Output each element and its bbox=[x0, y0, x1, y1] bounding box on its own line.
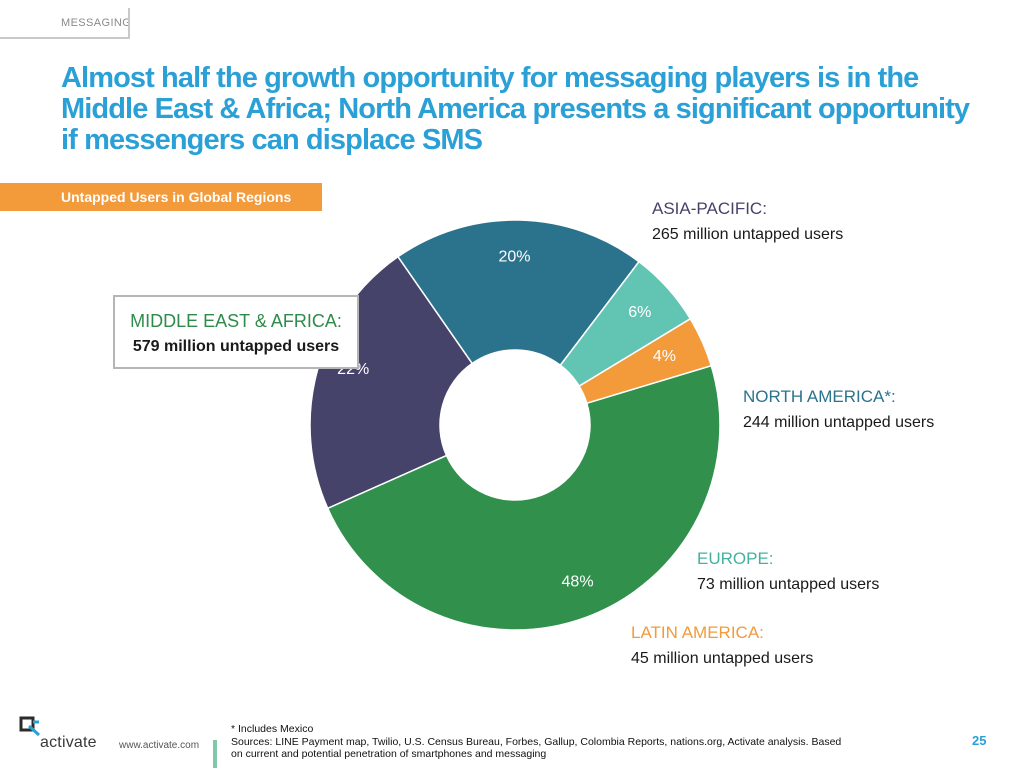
chart-tag: Untapped Users in Global Regions bbox=[0, 183, 322, 211]
section-label: MESSAGING bbox=[61, 17, 132, 29]
slice-percent-label: 48% bbox=[562, 574, 594, 591]
region-name-latin-america: LATIN AMERICA: bbox=[631, 623, 764, 642]
footnote-line: on current and potential penetration of … bbox=[231, 748, 547, 760]
footnote: * Includes Mexico Sources: LINE Payment … bbox=[231, 723, 911, 761]
slice-percent-label: 6% bbox=[628, 304, 651, 321]
footnote-line: Sources: LINE Payment map, Twilio, U.S. … bbox=[231, 735, 842, 748]
region-name-europe: EUROPE: bbox=[697, 549, 774, 568]
page-title: Almost half the growth opportunity for m… bbox=[61, 62, 970, 156]
slice-percent-label: 4% bbox=[653, 348, 676, 365]
region-users-north-america: 244 million untapped users bbox=[743, 414, 935, 431]
slice-percent-label: 20% bbox=[499, 248, 531, 265]
region-label-north-america: NORTH AMERICA*: 244 million untapped use… bbox=[743, 387, 934, 433]
activate-logo-icon bbox=[19, 716, 41, 737]
donut-slice bbox=[396, 219, 640, 367]
region-name-north-america: NORTH AMERICA*: bbox=[743, 387, 896, 406]
region-users-asia-pacific: 265 million untapped users bbox=[652, 226, 844, 243]
page-number: 25 bbox=[972, 733, 987, 748]
region-name-middle-east-africa: MIDDLE EAST & AFRICA: bbox=[130, 311, 342, 331]
region-label-europe: EUROPE: 73 million untapped users bbox=[697, 549, 879, 595]
donut-slice bbox=[326, 364, 721, 631]
region-label-latin-america: LATIN AMERICA: 45 million untapped users bbox=[631, 623, 813, 669]
activate-logo-text: activate bbox=[40, 734, 97, 751]
region-label-middle-east-africa: MIDDLE EAST & AFRICA: 579 million untapp… bbox=[113, 295, 359, 369]
region-users-europe: 73 million untapped users bbox=[697, 576, 880, 593]
footer-accent-bar bbox=[213, 740, 217, 768]
region-label-asia-pacific: ASIA-PACIFIC: 265 million untapped users bbox=[652, 199, 843, 245]
region-name-asia-pacific: ASIA-PACIFIC: bbox=[652, 199, 767, 218]
footnote-line: * Includes Mexico bbox=[231, 723, 314, 735]
section-divider-end bbox=[128, 8, 130, 39]
section-divider bbox=[0, 37, 128, 39]
region-users-latin-america: 45 million untapped users bbox=[631, 650, 814, 667]
site-url[interactable]: www.activate.com bbox=[119, 740, 200, 751]
region-users-middle-east-africa: 579 million untapped users bbox=[132, 338, 340, 355]
